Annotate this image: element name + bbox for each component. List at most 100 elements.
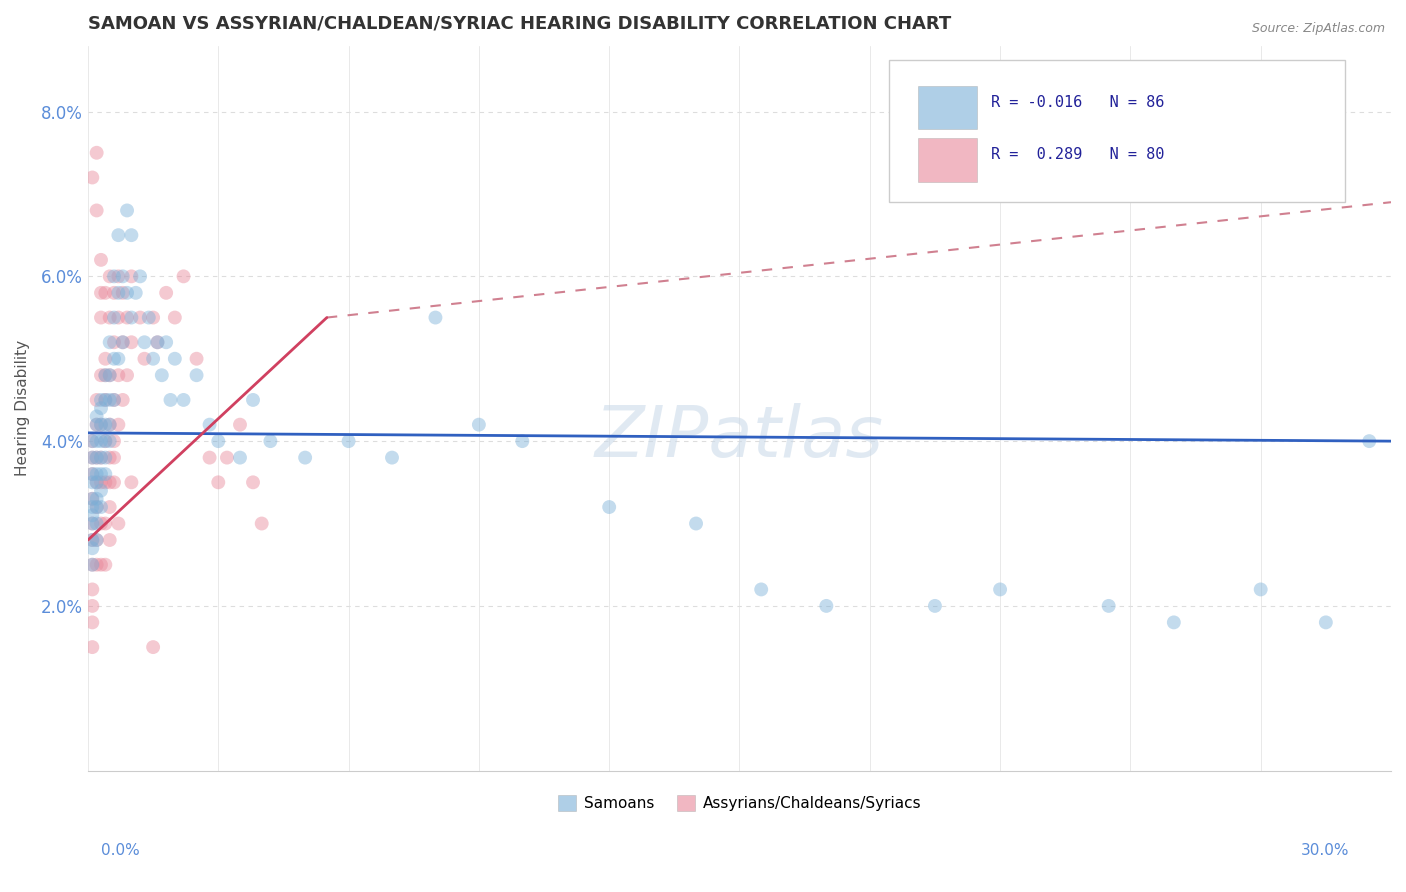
Point <box>82 450 104 465</box>
Point <box>94 392 117 407</box>
Point <box>86 467 108 481</box>
Point <box>155 335 177 350</box>
Point <box>86 475 108 490</box>
Point <box>120 310 142 325</box>
Point <box>107 417 129 432</box>
Point <box>82 450 104 465</box>
Point <box>468 417 491 432</box>
Point <box>82 558 104 572</box>
Point <box>120 475 142 490</box>
Point <box>94 516 117 531</box>
Point <box>115 310 138 325</box>
Point <box>186 368 208 383</box>
Point <box>134 335 156 350</box>
Point <box>90 450 112 465</box>
Point <box>82 599 104 613</box>
Point <box>94 368 117 383</box>
Point <box>82 516 104 531</box>
Point <box>94 351 117 366</box>
Point <box>94 434 117 449</box>
Point <box>125 285 148 300</box>
Point <box>510 434 533 449</box>
Point <box>86 145 108 160</box>
Point <box>103 392 125 407</box>
Point <box>82 434 104 449</box>
Point <box>115 368 138 383</box>
Point <box>98 368 121 383</box>
Point <box>94 285 117 300</box>
Point <box>250 516 273 531</box>
Point <box>138 310 160 325</box>
Point <box>82 541 104 556</box>
Point <box>150 368 173 383</box>
Point <box>82 508 104 523</box>
Point <box>86 434 108 449</box>
Text: ZIPatlas: ZIPatlas <box>595 402 884 472</box>
Point <box>82 467 104 481</box>
Point <box>259 434 281 449</box>
Point <box>146 335 169 350</box>
Point <box>82 491 104 506</box>
Point <box>229 450 252 465</box>
Point <box>337 434 360 449</box>
Point <box>90 475 112 490</box>
FancyBboxPatch shape <box>918 86 977 129</box>
Point <box>90 516 112 531</box>
Point <box>98 335 121 350</box>
Point <box>103 392 125 407</box>
Point <box>111 269 134 284</box>
Point <box>90 500 112 514</box>
Point <box>103 335 125 350</box>
Point <box>685 516 707 531</box>
Text: Source: ZipAtlas.com: Source: ZipAtlas.com <box>1251 22 1385 36</box>
Point <box>98 392 121 407</box>
Point <box>103 434 125 449</box>
Point <box>242 475 264 490</box>
Point <box>98 434 121 449</box>
Point <box>82 170 104 185</box>
Point <box>924 599 946 613</box>
Point <box>107 228 129 243</box>
Point <box>142 310 165 325</box>
Point <box>86 533 108 547</box>
Point <box>98 500 121 514</box>
Point <box>1358 434 1381 449</box>
Point <box>146 335 169 350</box>
Point <box>1163 615 1185 630</box>
Point <box>129 269 152 284</box>
Point <box>111 392 134 407</box>
Y-axis label: Hearing Disability: Hearing Disability <box>15 340 30 476</box>
Point <box>111 335 134 350</box>
Point <box>207 434 229 449</box>
Point <box>173 392 195 407</box>
Point <box>425 310 447 325</box>
Point <box>107 269 129 284</box>
Point <box>86 516 108 531</box>
Point <box>94 467 117 481</box>
Text: SAMOAN VS ASSYRIAN/CHALDEAN/SYRIAC HEARING DISABILITY CORRELATION CHART: SAMOAN VS ASSYRIAN/CHALDEAN/SYRIAC HEARI… <box>89 15 952 33</box>
Point <box>142 640 165 654</box>
Point <box>215 450 238 465</box>
Point <box>82 467 104 481</box>
Point <box>98 269 121 284</box>
Point <box>90 483 112 498</box>
Point <box>120 269 142 284</box>
Point <box>94 417 117 432</box>
FancyBboxPatch shape <box>918 138 977 182</box>
Point <box>98 533 121 547</box>
Point <box>86 500 108 514</box>
Point <box>207 475 229 490</box>
Point <box>90 392 112 407</box>
Point <box>82 475 104 490</box>
Point <box>142 351 165 366</box>
Point <box>120 228 142 243</box>
Point <box>107 310 129 325</box>
Point <box>86 558 108 572</box>
Point <box>86 500 108 514</box>
Point <box>90 450 112 465</box>
Point <box>98 475 121 490</box>
Point <box>381 450 404 465</box>
Point <box>82 500 104 514</box>
Text: R = -0.016   N = 86: R = -0.016 N = 86 <box>991 95 1164 110</box>
Point <box>159 392 181 407</box>
